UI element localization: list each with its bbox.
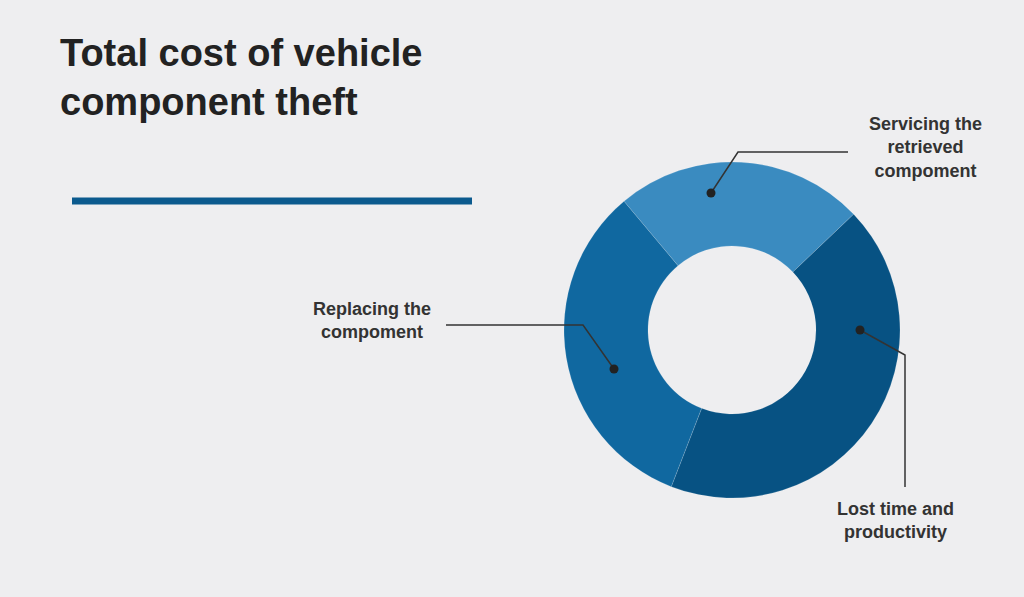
svg-text:Servicing theretrievedcompomen: Servicing theretrievedcompoment — [869, 114, 982, 181]
svg-text:Lost time andproductivity: Lost time andproductivity — [837, 499, 954, 542]
svg-text:Replacing thecompoment: Replacing thecompoment — [313, 299, 431, 342]
svg-text:Total cost of vehiclecomponent: Total cost of vehiclecomponent theft — [60, 32, 422, 123]
